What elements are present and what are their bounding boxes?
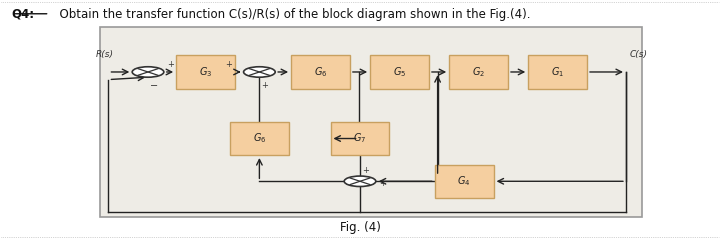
Text: Fig. (4): Fig. (4) (340, 221, 380, 234)
Circle shape (344, 176, 376, 186)
Text: $G_6$: $G_6$ (253, 132, 266, 145)
Text: $G_3$: $G_3$ (199, 65, 212, 79)
FancyBboxPatch shape (291, 55, 350, 89)
Circle shape (132, 67, 164, 77)
FancyBboxPatch shape (176, 55, 235, 89)
Circle shape (243, 67, 275, 77)
Text: $G_6$: $G_6$ (314, 65, 327, 79)
FancyBboxPatch shape (370, 55, 429, 89)
Text: +: + (362, 166, 369, 175)
FancyBboxPatch shape (330, 122, 390, 155)
FancyBboxPatch shape (100, 27, 642, 217)
Text: Obtain the transfer function C(s)/R(s) of the block diagram shown in the Fig.(4): Obtain the transfer function C(s)/R(s) o… (53, 8, 531, 21)
Text: C(s): C(s) (629, 50, 647, 59)
Text: R(s): R(s) (96, 50, 114, 59)
Text: $G_4$: $G_4$ (457, 174, 471, 188)
Text: $G_1$: $G_1$ (551, 65, 564, 79)
Text: $G_2$: $G_2$ (472, 65, 485, 79)
Text: +: + (167, 60, 174, 69)
FancyBboxPatch shape (435, 165, 494, 198)
Text: Q4:: Q4: (12, 8, 35, 21)
Text: +: + (225, 60, 233, 69)
FancyBboxPatch shape (230, 122, 289, 155)
FancyBboxPatch shape (449, 55, 508, 89)
FancyBboxPatch shape (528, 55, 587, 89)
Text: +: + (261, 81, 269, 90)
Text: +: + (379, 179, 385, 188)
Text: $G_5$: $G_5$ (393, 65, 406, 79)
Text: $G_7$: $G_7$ (354, 132, 366, 145)
Text: −: − (150, 81, 158, 91)
